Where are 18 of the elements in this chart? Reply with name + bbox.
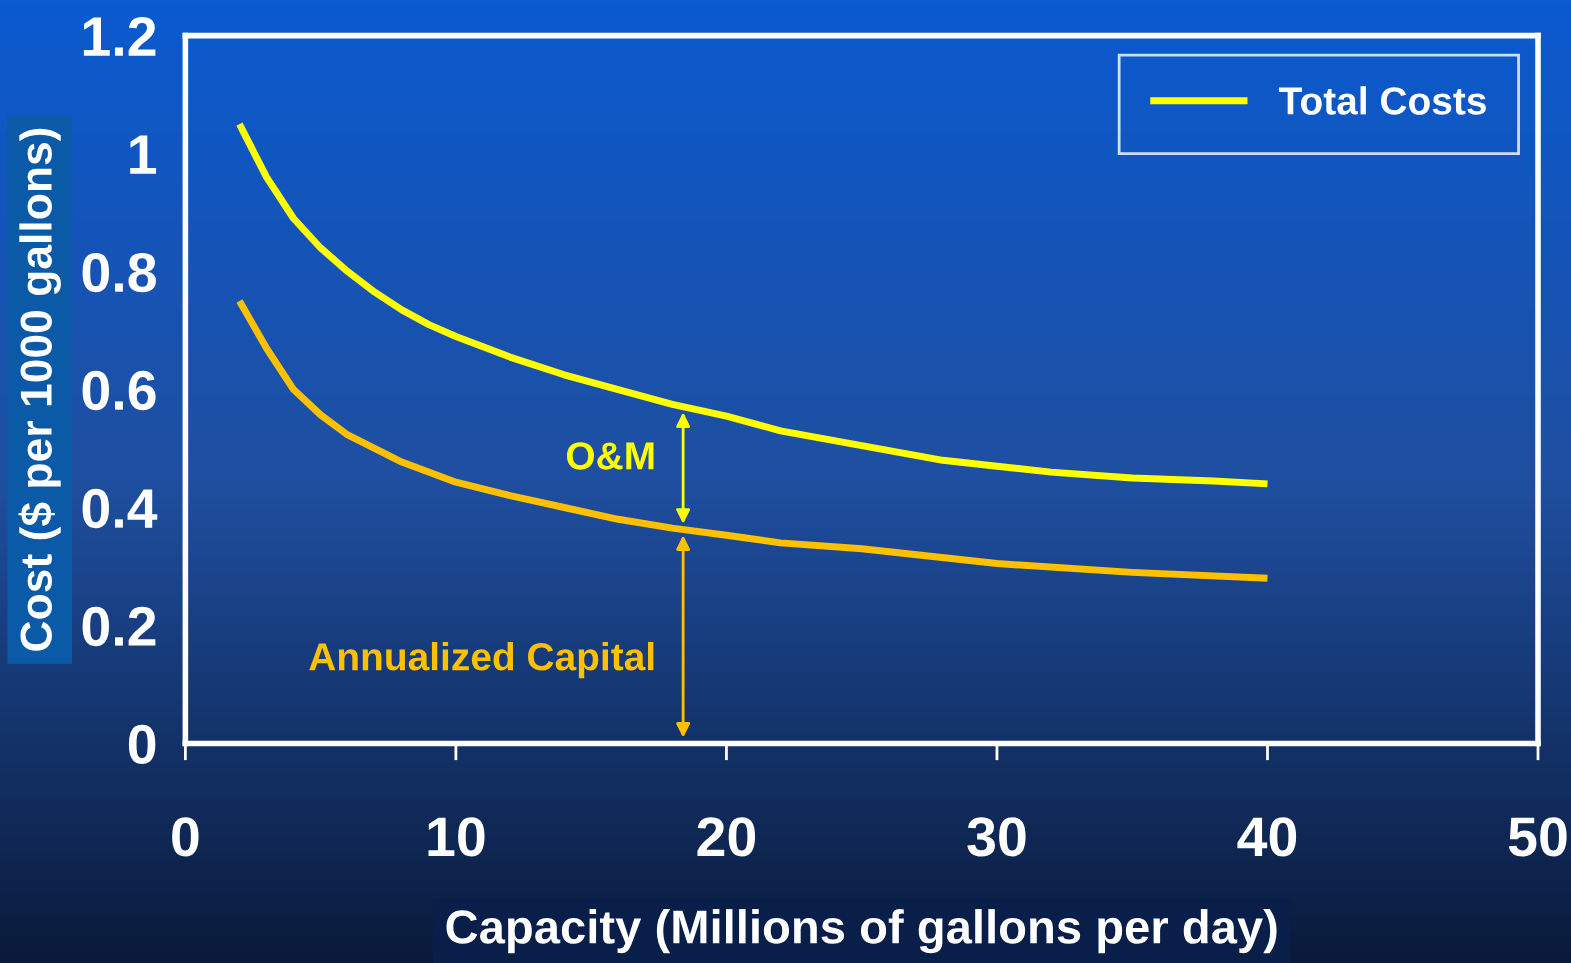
annotation: Annualized Capital [309,641,654,679]
x-tick-label: 20 [697,817,756,857]
y-tick-label: 0.8 [82,252,156,293]
legend-label: Total Costs [1279,86,1486,115]
annotation: O&M [566,442,654,470]
x-tick-label: 0 [172,817,199,857]
y-tick-label: 0.6 [82,370,156,411]
y-axis-title: Cost ($ per 1000 gallons) [18,128,61,651]
x-axis-title: Capacity (Millions of gallons per day) [446,909,1277,954]
x-tick-label: 10 [428,817,485,857]
x-tick-label: 30 [967,817,1026,857]
x-tick-label: 40 [1237,817,1297,857]
y-tick-label: 1.2 [83,16,156,56]
y-tick-label: 0 [128,724,156,765]
y-tick-label: 0.4 [82,488,158,529]
y-tick-label: 0.2 [82,606,156,647]
x-tick-label: 50 [1508,817,1567,857]
y-tick-label: 1 [130,135,157,174]
